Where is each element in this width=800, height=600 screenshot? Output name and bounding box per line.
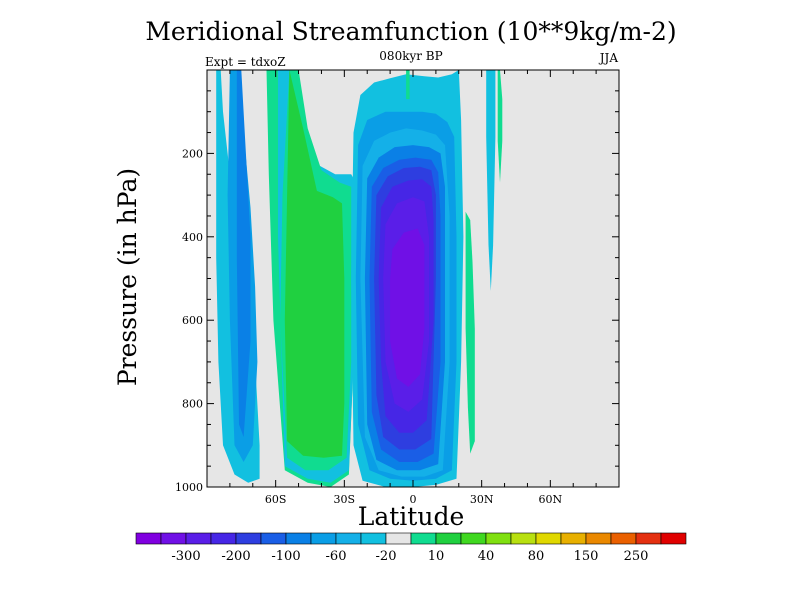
- y-axis-label: Pressure (in hPa): [113, 168, 142, 386]
- chart-subtitle-left: Expt = tdxoZ: [205, 55, 286, 69]
- x-tick-label: 30N: [470, 493, 494, 506]
- colorbar-box: [260, 532, 287, 545]
- x-axis-label: Latitude: [358, 502, 465, 531]
- colorbar-box: [410, 532, 437, 545]
- colorbar-box: [360, 532, 387, 545]
- chart-subtitle-right: JJA: [598, 51, 619, 65]
- colorbar-label: -300: [171, 549, 200, 564]
- colorbar-label: -60: [326, 549, 347, 564]
- colorbar-box: [435, 532, 462, 545]
- y-tick-label: 600: [182, 314, 203, 327]
- colorbar-label: 10: [428, 549, 445, 564]
- chart-subtitle-center: 080kyr BP: [379, 49, 442, 63]
- chart-title: Meridional Streamfunction (10**9kg/m-2): [145, 17, 676, 46]
- x-tick-label: 0: [410, 493, 417, 506]
- colorbar-box: [385, 532, 412, 545]
- colorbar-box: [460, 532, 487, 545]
- colorbar-label: 80: [528, 549, 545, 564]
- contour-region-17: [465, 211, 475, 454]
- colorbar-box: [185, 532, 212, 545]
- colorbar-box: [235, 532, 262, 545]
- contour-region-18: [486, 70, 496, 291]
- contour-region-15: [390, 228, 425, 387]
- x-tick-label: 60S: [265, 493, 287, 506]
- x-tick-label: 60N: [539, 493, 563, 506]
- contour-region-19: [497, 70, 503, 183]
- x-tick-label: 30S: [334, 493, 356, 506]
- colorbar-box: [310, 532, 337, 545]
- y-tick-label: 400: [182, 231, 203, 244]
- colorbar-box: [160, 532, 187, 545]
- colorbar-label: 250: [624, 549, 649, 564]
- colorbar-box: [535, 532, 562, 545]
- contour-region-2: [236, 70, 251, 437]
- colorbar-box: [210, 532, 237, 545]
- colorbar-box: [285, 532, 312, 545]
- colorbar-box: [560, 532, 587, 545]
- colorbar-box: [610, 532, 637, 545]
- colorbar-label: -200: [221, 549, 250, 564]
- y-tick-label: 800: [182, 398, 203, 411]
- colorbar-label: -20: [376, 549, 397, 564]
- colorbar: -300 -200 -100 -60 -20 10 40 80 150 250: [135, 532, 687, 564]
- colorbar-box: [635, 532, 662, 545]
- contour-layer: [216, 70, 503, 487]
- colorbar-box: [485, 532, 512, 545]
- colorbar-box: [585, 532, 612, 545]
- colorbar-label: -100: [271, 549, 300, 564]
- colorbar-box: [660, 532, 687, 545]
- y-tick-label: 200: [182, 147, 203, 160]
- colorbar-box: [510, 532, 537, 545]
- colorbar-label: 150: [574, 549, 599, 564]
- contour-region-6: [284, 70, 345, 458]
- ticks-layer: 60S 30S 0 30N 60N 200 400 600 800 1000: [175, 70, 619, 506]
- y-tick-label: 1000: [175, 481, 203, 494]
- contour-region-16: [406, 70, 410, 100]
- colorbar-box: [335, 532, 362, 545]
- colorbar-label: 40: [478, 549, 495, 564]
- colorbar-box: [135, 532, 162, 545]
